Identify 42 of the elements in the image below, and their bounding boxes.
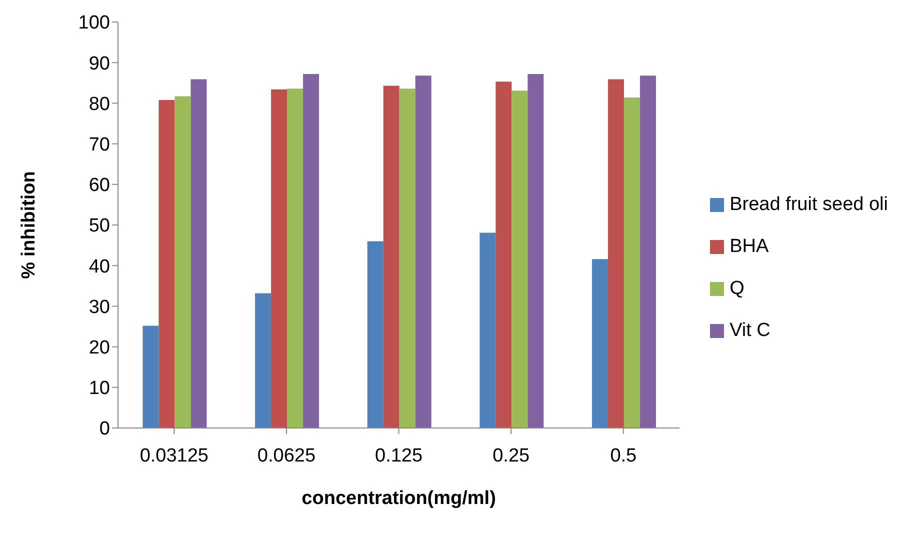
y-tick-label: 80	[88, 94, 110, 115]
y-tick-label: 90	[88, 53, 110, 74]
y-tick-label: 10	[88, 378, 110, 400]
x-tick-label: 0.125	[375, 445, 423, 466]
legend-label: Vit C	[730, 320, 770, 342]
bar	[399, 88, 416, 428]
bar	[624, 98, 640, 428]
bar	[512, 90, 528, 428]
bar	[142, 326, 159, 428]
y-axis-title: % inhibition	[18, 171, 40, 279]
bar	[640, 76, 656, 428]
bar	[367, 241, 384, 428]
legend-label: Q	[730, 278, 744, 300]
x-tick-label: 0.0625	[257, 445, 316, 466]
legend-label: Bread fruit seed oli	[730, 194, 888, 216]
x-tick-label: 0.03125	[140, 445, 208, 466]
bar	[608, 79, 624, 428]
bar	[592, 259, 608, 428]
y-tick-label: 100	[78, 12, 110, 34]
x-tick-label: 0.25	[492, 445, 530, 466]
bar	[255, 293, 272, 428]
y-tick-label: 0	[99, 418, 110, 440]
bar	[271, 89, 288, 428]
bar	[383, 86, 400, 428]
legend-label: BHA	[730, 236, 769, 258]
bar	[190, 79, 207, 428]
bar	[174, 96, 191, 428]
y-tick-label: 40	[88, 256, 110, 278]
y-tick-label: 50	[88, 216, 110, 237]
bar	[415, 76, 432, 428]
y-tick-label: 60	[88, 175, 110, 196]
y-tick-label: 70	[88, 134, 110, 156]
x-axis-title: concentration(mg/ml)	[302, 488, 496, 509]
bar	[303, 74, 320, 428]
bar	[528, 74, 544, 428]
y-tick-label: 30	[88, 296, 110, 318]
y-tick-label: 20	[88, 338, 110, 359]
bar	[158, 100, 175, 428]
x-tick-label: 0.5	[610, 445, 637, 466]
bar	[496, 82, 512, 428]
bar	[287, 88, 304, 428]
bar	[480, 232, 496, 428]
